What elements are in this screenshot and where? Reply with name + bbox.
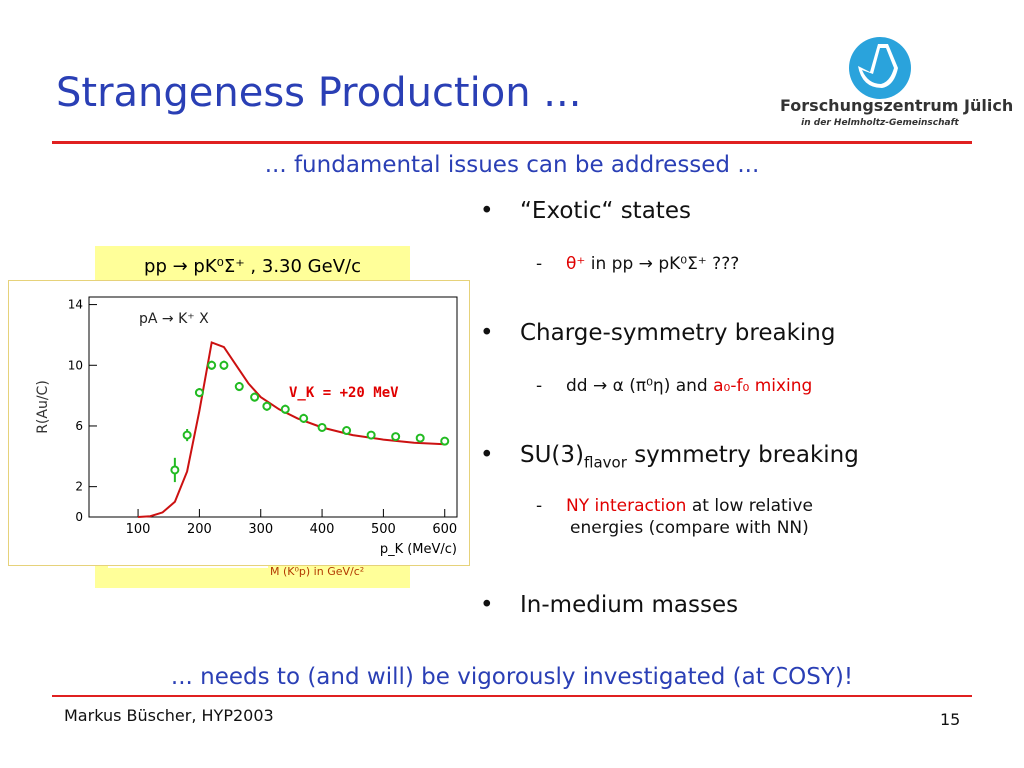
- bullet-csb: • Charge-symmetry breaking: [480, 320, 836, 346]
- data-point: [194, 388, 204, 398]
- y-tick-label: 14: [68, 298, 83, 312]
- y-axis-label: R(Au/C): [35, 380, 51, 434]
- dd-reaction-text: dd → α (π⁰η) and: [566, 376, 714, 396]
- bullet-csb-text: Charge-symmetry breaking: [520, 320, 836, 346]
- plot-axes-box: [88, 296, 458, 518]
- data-point: [182, 430, 192, 440]
- y-tick-label: 6: [75, 419, 83, 433]
- sub-bullet-theta: - θ⁺ in pp → pK⁰Σ⁺ ???: [536, 254, 740, 274]
- data-point: [366, 430, 376, 440]
- ny-interaction-line2: energies (compare with NN): [570, 518, 809, 538]
- ratio-plot: 100 200 300 400 500 600 0 2 6 10 14 pA → K⁺ X V_K = …: [8, 280, 470, 566]
- data-point: [250, 392, 260, 402]
- x-tick-label: 600: [432, 522, 457, 537]
- background-panel-title: pp → pK⁰Σ⁺ , 3.30 GeV/c: [144, 256, 361, 277]
- model-curve: [138, 341, 445, 518]
- logo-name: Forschungszentrum Jülich: [780, 96, 1014, 115]
- sub-bullet-dd: - dd → α (π⁰η) and a₀-f₀ mixing: [536, 376, 813, 396]
- a0-f0-mixing-label: a₀-f₀ mixing: [713, 376, 813, 396]
- data-point: [207, 360, 217, 370]
- bullet-inmedium-text: In-medium masses: [520, 592, 739, 618]
- data-point: [317, 422, 327, 432]
- bullet-su3-post: symmetry breaking: [626, 442, 859, 468]
- bullet-exotic-text: “Exotic“ states: [520, 198, 691, 224]
- y-tick-label: 10: [68, 358, 83, 372]
- data-point: [299, 413, 309, 423]
- x-tick-label: 200: [187, 522, 212, 537]
- data-point: [170, 465, 180, 475]
- ny-interaction-text: at low relative: [686, 496, 813, 516]
- slide-conclusion: ... needs to (and will) be vigorously in…: [170, 664, 854, 690]
- y-tick-label: 0: [75, 510, 83, 524]
- y-tick-label: 2: [75, 480, 83, 494]
- bullet-exotic: • “Exotic“ states: [480, 198, 691, 224]
- x-tick-label: 400: [310, 522, 335, 537]
- x-axis-label: p_K (MeV/c): [380, 542, 457, 557]
- logo-icon: [848, 36, 912, 100]
- data-point: [280, 404, 290, 414]
- data-point: [234, 382, 244, 392]
- data-point: [219, 360, 229, 370]
- ratio-plot-svg: 100 200 300 400 500 600 0 2 6 10 14 pA → K⁺ X V_K = …: [35, 296, 458, 557]
- x-tick-label: 500: [371, 522, 396, 537]
- data-point: [391, 432, 401, 442]
- footer-line: [52, 695, 972, 697]
- x-tick-label: 100: [126, 522, 151, 537]
- bullet-su3: • SU(3)flavor symmetry breaking: [480, 442, 859, 472]
- page-number: 15: [940, 710, 961, 729]
- theta-plus-label: θ⁺: [566, 254, 586, 274]
- bullet-su3-subscript: flavor: [584, 453, 627, 472]
- footer-author: Markus Büscher, HYP2003: [64, 706, 274, 725]
- chart-annotation: V_K = +20 MeV: [289, 385, 399, 401]
- data-point: [415, 433, 425, 443]
- bullet-su3-text: SU(3): [520, 442, 585, 468]
- slide-subtitle: ... fundamental issues can be addressed …: [264, 152, 760, 178]
- title-underline: [52, 141, 972, 144]
- theta-plus-text: in pp → pK⁰Σ⁺ ???: [585, 254, 740, 274]
- logo-tagline: in der Helmholtz-Gemeinschaft: [801, 118, 959, 128]
- data-point: [262, 401, 272, 411]
- sub-bullet-ny: - NY interaction at low relative energies…: [480, 496, 813, 538]
- chart-title: pA → K⁺ X: [139, 311, 209, 327]
- background-panel-axis-label: M (K⁰p) in GeV/c²: [270, 565, 365, 578]
- ny-interaction-label: NY interaction: [566, 496, 687, 516]
- data-point: [440, 436, 450, 446]
- data-point: [342, 426, 352, 436]
- bullet-inmedium: • In-medium masses: [480, 592, 739, 618]
- x-tick-label: 300: [248, 522, 273, 537]
- slide-title: Strangeness Production ...: [56, 70, 582, 116]
